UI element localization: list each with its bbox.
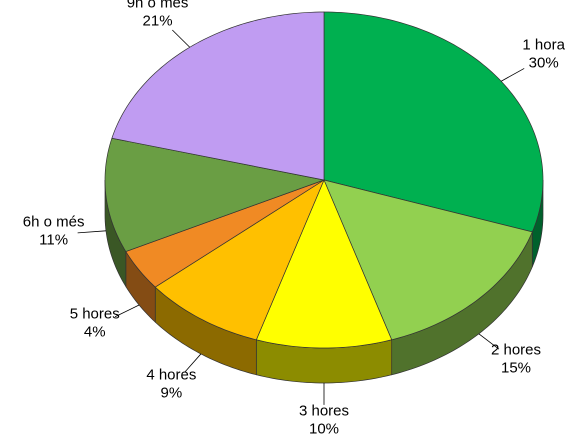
data-label: 4 hores 9% [146, 366, 196, 401]
category-label: 1 hora [522, 37, 565, 54]
data-label: 9h o més 21% [127, 0, 189, 29]
slice [323, 11, 544, 233]
slice [125, 179, 325, 288]
leader-line [500, 68, 525, 82]
value-label: 9% [161, 384, 183, 401]
data-label: 2 hores 15% [491, 341, 541, 376]
value-label: 15% [501, 359, 531, 376]
data-label: 3 hores 10% [299, 402, 349, 436]
category-label: 2 hores [491, 341, 541, 358]
category-label: 3 hores [299, 402, 349, 419]
value-label: 11% [39, 232, 68, 249]
value-label: 21% [143, 12, 173, 29]
value-label: 30% [529, 55, 559, 72]
data-label: 6h o més 11% [23, 214, 85, 249]
data-label: 1 hora 30% [522, 37, 565, 72]
value-label: 10% [309, 420, 339, 436]
leader-line [172, 29, 191, 48]
leader-line [114, 304, 140, 318]
category-label: 6h o més [23, 214, 85, 231]
leader-line [184, 353, 202, 373]
category-label: 9h o més [127, 0, 189, 11]
slice [154, 179, 325, 341]
category-label: 5 hores [70, 306, 120, 323]
leader-line [478, 333, 500, 350]
leader-line [77, 230, 107, 234]
value-label: 4% [84, 324, 106, 341]
slice [104, 137, 326, 252]
slice [323, 179, 533, 341]
data-label: 5 hores 4% [70, 306, 120, 341]
slice [255, 179, 393, 349]
category-label: 4 hores [146, 366, 196, 383]
